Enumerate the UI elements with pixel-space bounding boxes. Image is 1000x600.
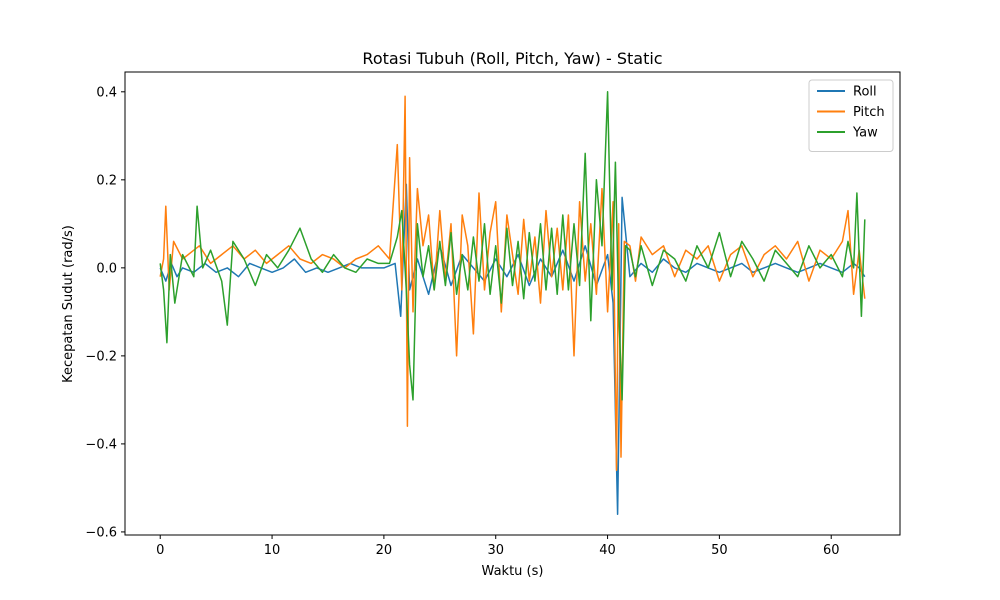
legend-box: [808, 79, 894, 152]
y-tick-label: −0.6: [85, 525, 117, 540]
y-tick-label: 0.4: [96, 85, 117, 100]
x-tick-label: 30: [487, 543, 504, 558]
x-tick-label: 0: [156, 543, 164, 558]
series-line-roll: [159, 183, 866, 516]
legend-label-roll: Roll: [853, 85, 877, 100]
series-line-yaw: [159, 91, 866, 401]
legend-label-pitch: Pitch: [853, 105, 885, 120]
x-axis-label: Waktu (s): [482, 564, 544, 579]
plot-frame: [124, 71, 901, 536]
x-axis: 0 10 20 30 40 50 60: [156, 535, 839, 558]
y-tick-label: 0.0: [96, 261, 117, 276]
x-tick-label: 10: [264, 543, 281, 558]
chart-title: Rotasi Tubuh (Roll, Pitch, Yaw) - Static: [362, 49, 662, 68]
x-tick-label: 50: [711, 543, 728, 558]
legend-label-yaw: Yaw: [852, 126, 878, 141]
x-tick-label: 60: [823, 543, 840, 558]
y-tick-label: −0.2: [85, 349, 117, 364]
y-tick-label: −0.4: [85, 437, 117, 452]
series-line-pitch: [159, 95, 866, 472]
y-axis-label: Kecepatan Sudut (rad/s): [61, 225, 76, 383]
x-tick-label: 20: [376, 543, 393, 558]
legend: Roll Pitch Yaw: [808, 79, 894, 152]
series-layer: [159, 91, 866, 516]
y-tick-label: 0.2: [96, 173, 117, 188]
x-tick-label: 40: [599, 543, 616, 558]
y-axis: −0.6 −0.4 −0.2 0.0 0.2 0.4: [85, 85, 125, 540]
plot-area: [124, 71, 901, 536]
